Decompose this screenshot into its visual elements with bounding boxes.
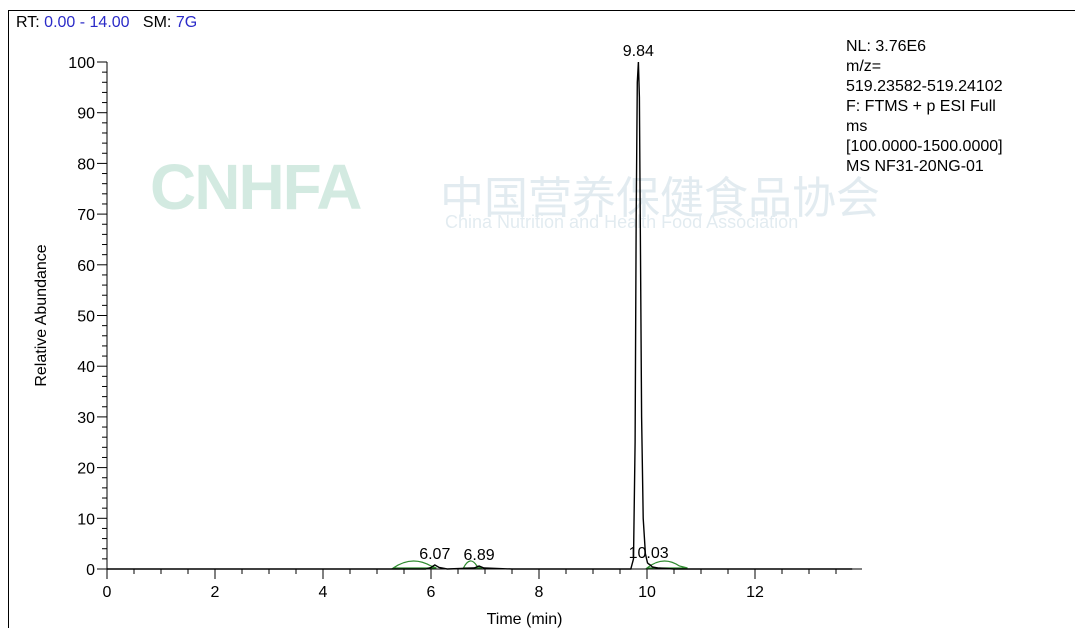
y-tick-label: 100 (68, 55, 95, 72)
peak-label: 6.07 (419, 546, 450, 563)
y-tick-label: 70 (77, 207, 95, 224)
x-tick-label: 4 (319, 584, 328, 601)
sm-label: SM: (142, 14, 172, 31)
peak-label: 10.03 (629, 545, 669, 562)
x-axis-title: Time (min) (487, 611, 563, 628)
info-filter-ms: ms (846, 118, 868, 135)
y-tick-label: 30 (77, 410, 95, 427)
x-tick-label: 6 (427, 584, 436, 601)
x-tick-label: 0 (103, 584, 112, 601)
axes-layer (97, 61, 862, 579)
info-mz-range: 519.23582-519.24102 (846, 78, 1003, 95)
rt-label: RT: (16, 14, 40, 31)
y-axis-title: Relative Abundance (33, 244, 50, 386)
info-panel: NL: 3.76E6 m/z= 519.23582-519.24102 F: F… (846, 37, 1003, 177)
peak-label: 9.84 (623, 43, 654, 60)
y-tick-label: 90 (77, 106, 95, 123)
y-tick-label: 50 (77, 309, 95, 326)
chromatogram-trace (107, 61, 853, 570)
info-sample-name: MS NF31-20NG-01 (846, 158, 984, 175)
x-tick-label: 10 (638, 584, 656, 601)
x-tick-label: 8 (535, 584, 544, 601)
y-tick-label: 10 (77, 511, 95, 528)
y-tick-label: 80 (77, 156, 95, 173)
x-tick-label: 2 (211, 584, 220, 601)
rt-value: 0.00 - 14.00 (44, 14, 130, 31)
y-tick-label: 0 (86, 562, 95, 579)
labels-layer: 0 10 20 30 40 50 60 70 80 90 100 0 2 4 6 8 10 12 Time (min… (33, 43, 764, 628)
info-filter: F: FTMS + p ESI Full (846, 98, 996, 115)
chart-frame (8, 10, 1075, 628)
y-tick-label: 20 (77, 461, 95, 478)
info-mass-range: [100.0000-1500.0000] (846, 138, 1003, 155)
integrated-peak-marker (391, 560, 437, 569)
sm-value: 7G (175, 14, 198, 31)
info-nl: NL: 3.76E6 (846, 38, 927, 55)
y-tick-label: 40 (77, 359, 95, 376)
chart-header: RT: 0.00 - 14.00 SM: 7G (16, 14, 197, 32)
peak-label: 6.89 (463, 547, 494, 564)
info-mz-label: m/z= (846, 58, 882, 75)
integrated-peak-marker (462, 560, 483, 569)
y-tick-label: 60 (77, 258, 95, 275)
x-tick-label: 12 (746, 584, 764, 601)
